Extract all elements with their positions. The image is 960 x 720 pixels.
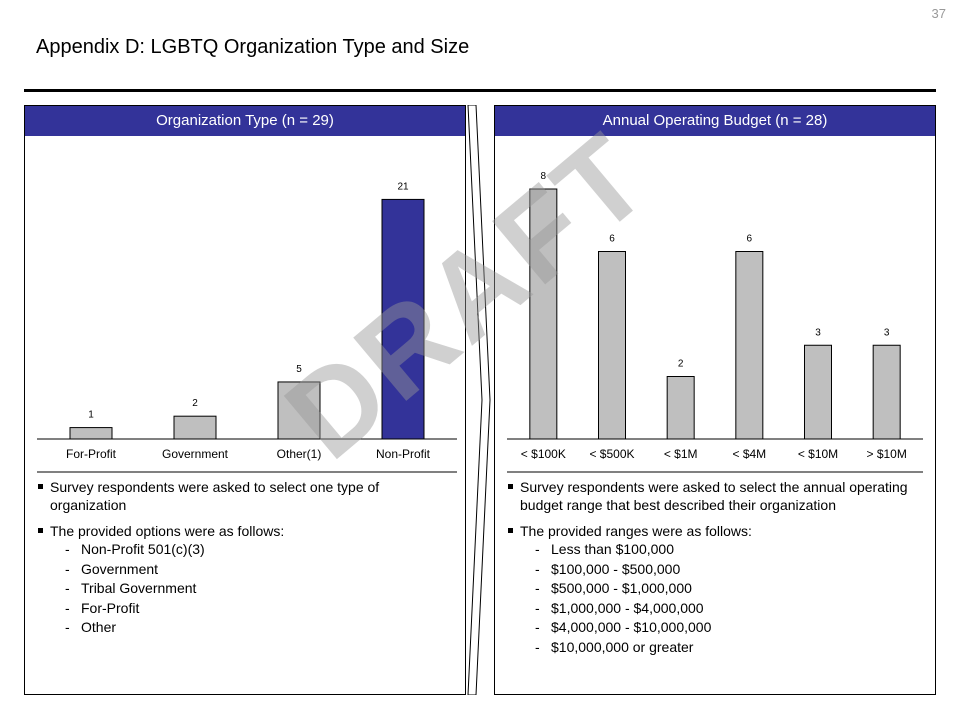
organization-type-panel: Organization Type (n = 29) 1 For-Profit 2 G… (24, 105, 466, 695)
range-item: $1,000,000 - $4,000,000 (520, 599, 921, 619)
bar-value-label: 8 (541, 171, 547, 182)
category-tick-label: Other(1) (277, 447, 322, 461)
organization-type-notes: Survey respondents were asked to select … (35, 478, 451, 646)
bar-1m (666, 376, 695, 440)
bar-value-label: 2 (678, 359, 684, 370)
bar-value-label: 3 (815, 327, 821, 338)
notes-bullet-text: The provided options were as follows: (50, 523, 285, 539)
category-tick-label: < $100K (521, 447, 566, 461)
bar-value-label: 5 (296, 364, 302, 375)
bar-10m (872, 344, 901, 440)
notes-bullet: Survey respondents were asked to select … (505, 478, 921, 514)
bar-100k (529, 188, 558, 440)
bar-other-1 (277, 381, 321, 440)
bar-4m (735, 251, 764, 440)
category-tick-label: < $1M (664, 447, 698, 461)
notes-bullet: The provided ranges were as follows: Les… (505, 522, 921, 657)
bar-value-label: 3 (884, 327, 890, 338)
range-item: $100,000 - $500,000 (520, 560, 921, 580)
option-item: Non-Profit 501(c)(3) (50, 540, 451, 560)
page-number: 37 (931, 6, 946, 21)
operating-budget-chart: 8 < $100K 6 < $500K 2 < $1M 6 < $4M 3 < $10M 3 > $1… (507, 171, 923, 473)
option-item: Tribal Government (50, 579, 451, 599)
bar-government (173, 415, 217, 440)
range-item: $4,000,000 - $10,000,000 (520, 618, 921, 638)
notes-bullet: The provided options were as follows: No… (35, 522, 451, 638)
chevron-connector-icon (467, 105, 491, 695)
bar-10m (804, 344, 832, 440)
bar-non-profit (381, 198, 425, 440)
category-tick-label: Non-Profit (376, 447, 431, 461)
option-item: Other (50, 618, 451, 638)
bar-500k (598, 251, 626, 440)
option-item: For-Profit (50, 599, 451, 619)
bar-for-profit (69, 427, 113, 440)
category-tick-label: Government (162, 447, 229, 461)
category-tick-label: < $10M (798, 447, 838, 461)
bar-value-label: 1 (88, 410, 94, 421)
bar-value-label: 6 (747, 234, 753, 245)
range-item: $10,000,000 or greater (520, 638, 921, 658)
notes-bullet: Survey respondents were asked to select … (35, 478, 451, 514)
range-item: Less than $100,000 (520, 540, 921, 560)
ranges-list: Less than $100,000 $100,000 - $500,000 $… (520, 540, 921, 657)
category-tick-label: For-Profit (66, 447, 117, 461)
category-tick-label: < $500K (589, 447, 634, 461)
bar-value-label: 6 (609, 234, 615, 245)
bar-value-label: 2 (192, 398, 198, 409)
category-tick-label: < $4M (732, 447, 766, 461)
operating-budget-panel: Annual Operating Budget (n = 28) 8 < $100… (494, 105, 936, 695)
operating-budget-notes: Survey respondents were asked to select … (505, 478, 921, 665)
category-tick-label: > $10M (866, 447, 906, 461)
bar-value-label: 21 (397, 181, 409, 192)
organization-type-header: Organization Type (n = 29) (25, 106, 465, 136)
option-item: Government (50, 560, 451, 580)
page-title: Appendix D: LGBTQ Organization Type and … (36, 36, 470, 58)
options-list: Non-Profit 501(c)(3) Government Tribal G… (50, 540, 451, 638)
notes-bullet-text: The provided ranges were as follows: (520, 523, 752, 539)
range-item: $500,000 - $1,000,000 (520, 579, 921, 599)
operating-budget-header: Annual Operating Budget (n = 28) (495, 106, 935, 136)
organization-type-chart: 1 For-Profit 2 Government 5 Other(1) 21 Non-Pro… (37, 181, 457, 473)
title-divider (24, 89, 936, 92)
